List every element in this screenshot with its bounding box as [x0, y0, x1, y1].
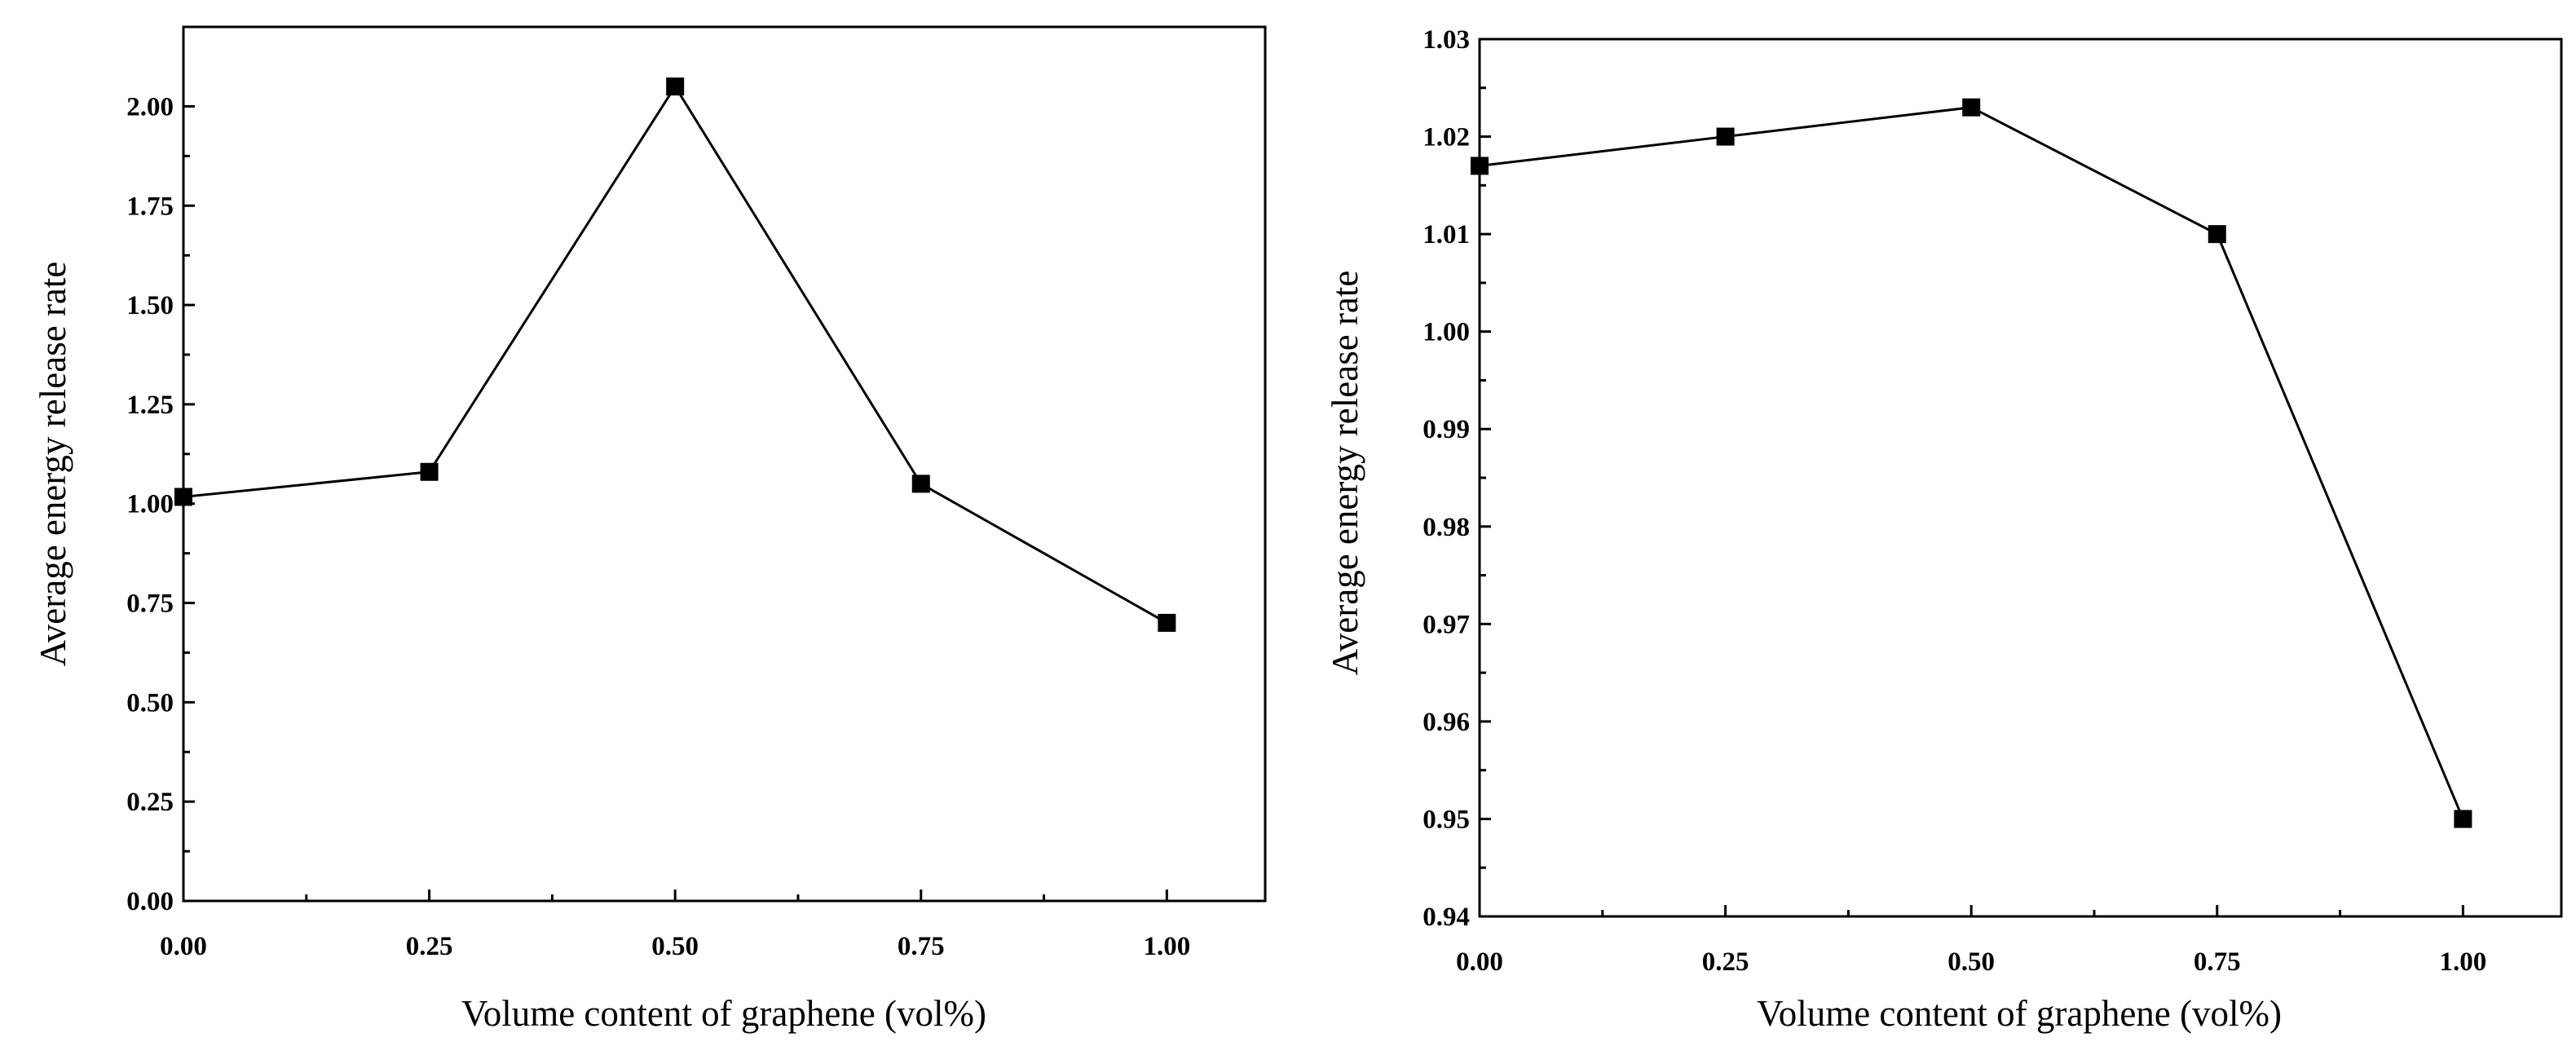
right-data-point — [2454, 810, 2472, 828]
left-y-axis: 0.00 0.25 0.50 0.75 1.00 1.25 1.50 1.75 2.00 — [126, 92, 195, 916]
right-data-point — [1716, 127, 1735, 146]
left-y-tick-label: 1.00 — [126, 490, 174, 519]
right-y-tick-label: 1.00 — [1423, 318, 1470, 347]
left-x-tick-label: 0.00 — [160, 932, 207, 961]
left-x-tick-label: 1.00 — [1143, 932, 1190, 961]
right-y-tick-label: 0.98 — [1423, 513, 1470, 542]
left-data-point — [911, 475, 930, 493]
left-x-axis-label: Volume content of graphene (vol%) — [461, 993, 986, 1034]
left-x-axis: 0.00 0.25 0.50 0.75 1.00 — [160, 890, 1190, 961]
left-data-point — [1158, 613, 1176, 632]
right-x-tick-label: 0.00 — [1456, 947, 1503, 977]
right-chart: 0.00 0.25 0.50 0.75 1.00 0.940.950.960.970.9… — [1325, 25, 2563, 1034]
right-data-point — [1471, 157, 1489, 175]
right-y-tick-label: 0.99 — [1423, 415, 1470, 444]
right-plot-frame — [1478, 38, 2563, 918]
right-y-tick-label: 1.02 — [1423, 123, 1470, 152]
left-x-tick-label: 0.50 — [651, 932, 699, 961]
left-y-tick-label: 1.75 — [126, 192, 174, 221]
right-y-tick-label: 1.01 — [1423, 220, 1470, 249]
left-data-point — [174, 488, 192, 506]
left-y-tick-label: 2.00 — [126, 92, 174, 121]
right-y-axis-label: Average energy release rate — [1325, 271, 1365, 676]
right-y-tick-label: 0.94 — [1423, 903, 1470, 932]
left-x-tick-label: 0.75 — [898, 932, 945, 961]
right-y-tick-label: 0.95 — [1423, 805, 1470, 834]
left-plot-frame — [182, 25, 1267, 903]
left-data-point — [420, 462, 439, 481]
left-y-tick-label: 0.25 — [126, 788, 174, 817]
left-y-tick-label: 0.50 — [126, 688, 174, 717]
right-data-point — [2208, 225, 2226, 244]
right-x-tick-label: 0.75 — [2194, 947, 2241, 977]
right-x-tick-label: 0.50 — [1947, 947, 1995, 977]
right-y-tick-label: 0.96 — [1423, 708, 1470, 737]
left-series — [174, 77, 1176, 632]
right-series-line — [1479, 106, 2464, 820]
right-y-tick-label: 0.97 — [1423, 610, 1470, 639]
right-x-axis-label: Volume content of graphene (vol%) — [1757, 993, 2282, 1034]
left-chart: 0.00 0.25 0.50 0.75 1.00 0.00 0.25 0.50 0.75 1.0… — [33, 25, 1267, 1034]
left-y-tick-label: 1.25 — [126, 391, 174, 420]
left-x-tick-label: 0.25 — [406, 932, 453, 961]
right-series — [1471, 98, 2472, 828]
right-x-tick-label: 1.00 — [2439, 947, 2486, 977]
right-x-axis: 0.00 0.25 0.50 0.75 1.00 — [1456, 905, 2486, 977]
right-data-point — [1962, 98, 1981, 117]
left-data-point — [666, 77, 685, 96]
right-y-axis: 0.94 0.95 0.96 0.97 0.98 0.99 1.00 1.01 1.02 1.03 — [1423, 25, 1491, 932]
left-y-tick-label: 0.00 — [126, 887, 174, 916]
left-y-tick-label: 1.50 — [126, 291, 174, 320]
left-y-axis-label: Average energy release rate — [33, 262, 73, 667]
left-series-line — [183, 84, 1168, 625]
right-x-tick-label: 0.25 — [1702, 947, 1749, 977]
right-y-tick-label: 1.03 — [1423, 25, 1470, 55]
left-y-tick-label: 0.75 — [126, 589, 174, 619]
